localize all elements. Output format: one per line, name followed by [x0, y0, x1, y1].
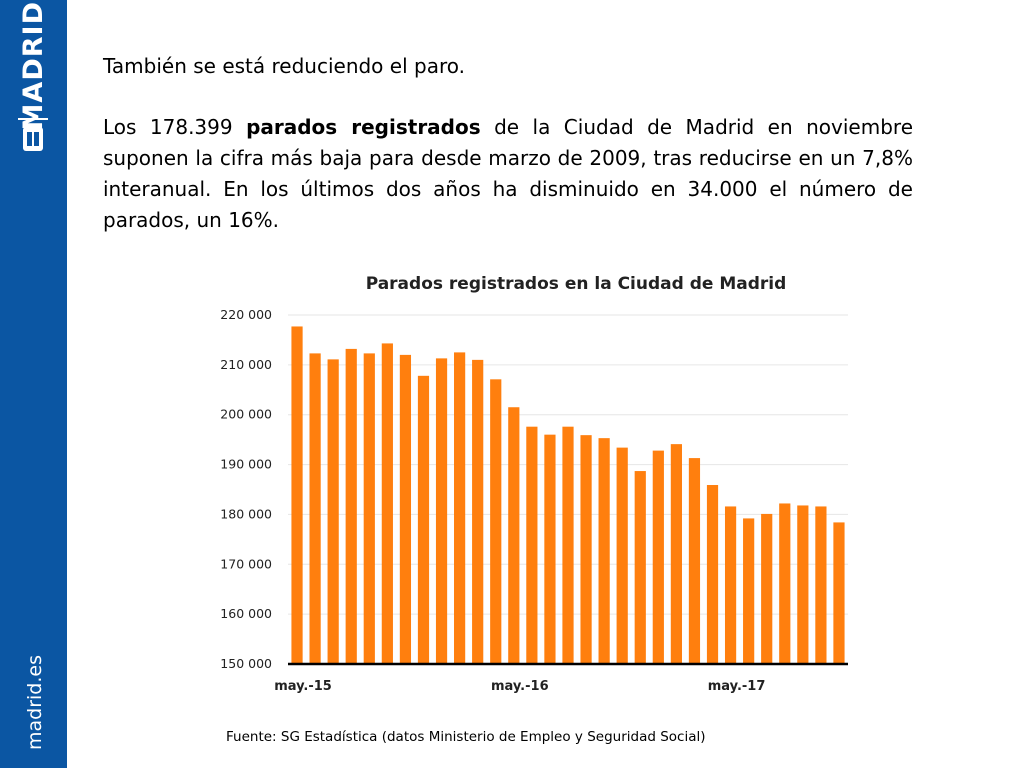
bar	[526, 426, 538, 664]
source-note: Fuente: SG Estadística (datos Ministerio…	[226, 729, 706, 745]
bar	[761, 513, 773, 664]
chart-title: Parados registrados en la Ciudad de Madr…	[365, 274, 787, 294]
bar	[815, 506, 827, 664]
y-tick-label: 190 000	[220, 457, 272, 472]
sidebar: MADRID madrid.es	[0, 0, 67, 768]
brand-name: MADRID	[17, 1, 49, 131]
brand-logo: MADRID	[14, 1, 52, 130]
bar	[399, 354, 412, 664]
bar	[309, 353, 321, 664]
bar	[562, 426, 574, 664]
bar	[508, 407, 520, 664]
bar	[544, 434, 556, 664]
x-tick-label: may.-17	[708, 679, 766, 694]
body-paragraph: Los 178.399 parados registrados de la Ci…	[103, 112, 913, 236]
y-tick-label: 160 000	[220, 606, 272, 621]
x-tick-label: may.-15	[274, 679, 332, 694]
bar	[706, 485, 719, 664]
bar	[724, 506, 737, 664]
headline: También se está reduciendo el paro.	[103, 54, 465, 78]
bar	[345, 348, 357, 664]
bar-chart: 150 000 160 000 170 000 180 000 190 000 200 0…	[220, 307, 848, 694]
bar	[291, 326, 303, 664]
y-tick-label: 220 000	[220, 307, 272, 322]
brand-divider	[18, 118, 48, 120]
bar	[833, 522, 845, 664]
y-tick-label: 200 000	[220, 407, 272, 422]
y-tick-label: 180 000	[220, 506, 272, 521]
bar	[454, 352, 466, 664]
bar	[743, 518, 755, 664]
y-tick-label: 150 000	[220, 656, 272, 671]
bar	[435, 358, 448, 664]
paragraph-bold: parados registrados	[246, 115, 481, 139]
bar	[327, 359, 339, 664]
bar	[688, 458, 701, 664]
y-tick-label: 210 000	[220, 357, 272, 372]
bar	[580, 435, 592, 664]
madrid-emblem-icon	[23, 127, 43, 151]
bar	[363, 353, 375, 664]
paragraph-start: Los 178.399	[103, 115, 247, 139]
bar	[598, 438, 610, 664]
bar	[797, 505, 809, 664]
paragraph-end: de la Ciudad de Madrid en noviembre supo…	[103, 115, 913, 232]
site-url: madrid.es	[22, 655, 48, 750]
site-url-text: madrid.es	[24, 655, 46, 750]
bar	[417, 375, 430, 664]
bar	[634, 471, 646, 664]
bar	[652, 450, 664, 664]
bar	[616, 447, 628, 664]
bar	[381, 343, 393, 664]
bar	[779, 503, 791, 664]
bar	[670, 444, 682, 664]
bar	[490, 379, 502, 664]
x-tick-label: may.-16	[491, 679, 549, 694]
y-tick-label: 170 000	[220, 556, 272, 571]
bar	[472, 359, 484, 664]
